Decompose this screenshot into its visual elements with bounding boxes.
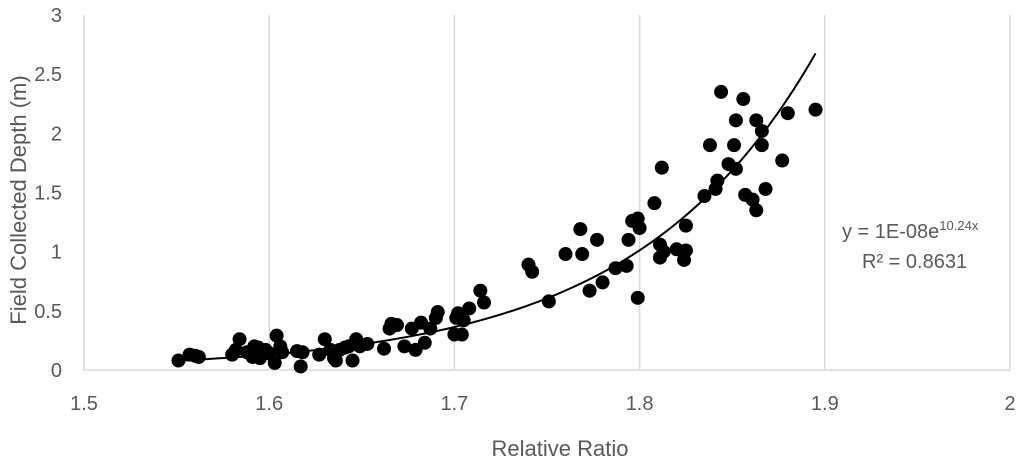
trendline-equation: y = 1E-08e10.24x [842,218,979,243]
data-point [632,221,647,235]
data-point [780,106,795,121]
x-tick-labels: 1.5 1.6 1.7 1.8 1.9 2 [70,393,1015,415]
data-point [473,283,488,298]
data-point [749,113,764,128]
data-point [267,355,282,370]
data-point [417,335,432,350]
data-point [575,247,590,262]
x-tick-label: 1.9 [811,393,839,415]
data-point [312,347,327,362]
data-point [228,342,243,357]
data-point [345,353,360,368]
data-point [595,275,610,290]
y-tick-label: 0.5 [34,301,62,323]
data-point [590,232,605,247]
y-tick-labels: 0 0.5 1 1.5 2 2.5 3 [34,5,62,382]
data-point [754,123,769,138]
y-tick-label: 1.5 [34,183,62,205]
data-point [754,138,769,153]
x-axis-title: Relative Ratio [492,436,629,461]
data-point [462,301,477,316]
data-point [702,138,717,153]
data-point [328,353,343,368]
x-tick-label: 1.7 [440,393,468,415]
data-points [171,84,823,374]
data-point [758,181,773,196]
x-tick-label: 1.8 [626,393,654,415]
data-point [656,244,671,259]
data-point [573,222,588,237]
data-point [232,332,247,347]
data-point [727,138,742,153]
data-point [630,290,645,305]
data-point [697,189,712,204]
data-point [678,218,693,233]
data-point [430,305,445,320]
data-point [728,113,743,128]
data-point [749,203,764,218]
data-point [477,295,492,310]
data-point [808,102,823,117]
data-point [293,359,308,374]
x-tick-label: 1.6 [255,393,283,415]
data-point [454,327,469,342]
data-point [389,318,404,333]
data-point [317,332,332,347]
y-tick-label: 1 [51,242,62,264]
data-point [191,349,206,364]
data-point [621,232,636,247]
data-point [714,84,729,99]
data-point [558,247,573,262]
data-point [736,92,751,107]
data-point [269,328,284,343]
x-tick-label: 2 [1004,393,1015,415]
y-axis-title: Field Collected Depth (m) [6,75,31,324]
data-point [619,258,634,273]
data-point [728,161,743,176]
data-point [582,283,597,298]
data-point [275,345,290,360]
equation-label-background [830,215,1000,275]
x-tick-label: 1.5 [70,393,98,415]
data-point [608,261,623,276]
trendline [176,52,817,362]
data-point [775,153,790,168]
y-tick-label: 2.5 [34,64,62,86]
data-point [525,264,540,279]
y-tick-label: 2 [51,123,62,145]
y-tick-label: 3 [51,5,62,27]
data-point [377,341,392,356]
data-point [647,196,662,211]
r-squared-label: R² = 0.8631 [862,251,967,273]
data-point [654,160,669,175]
y-tick-label: 0 [51,360,62,382]
data-point [745,192,760,207]
data-point [710,173,725,188]
gridlines [268,15,1011,370]
data-point [397,339,412,354]
data-point [678,243,693,258]
